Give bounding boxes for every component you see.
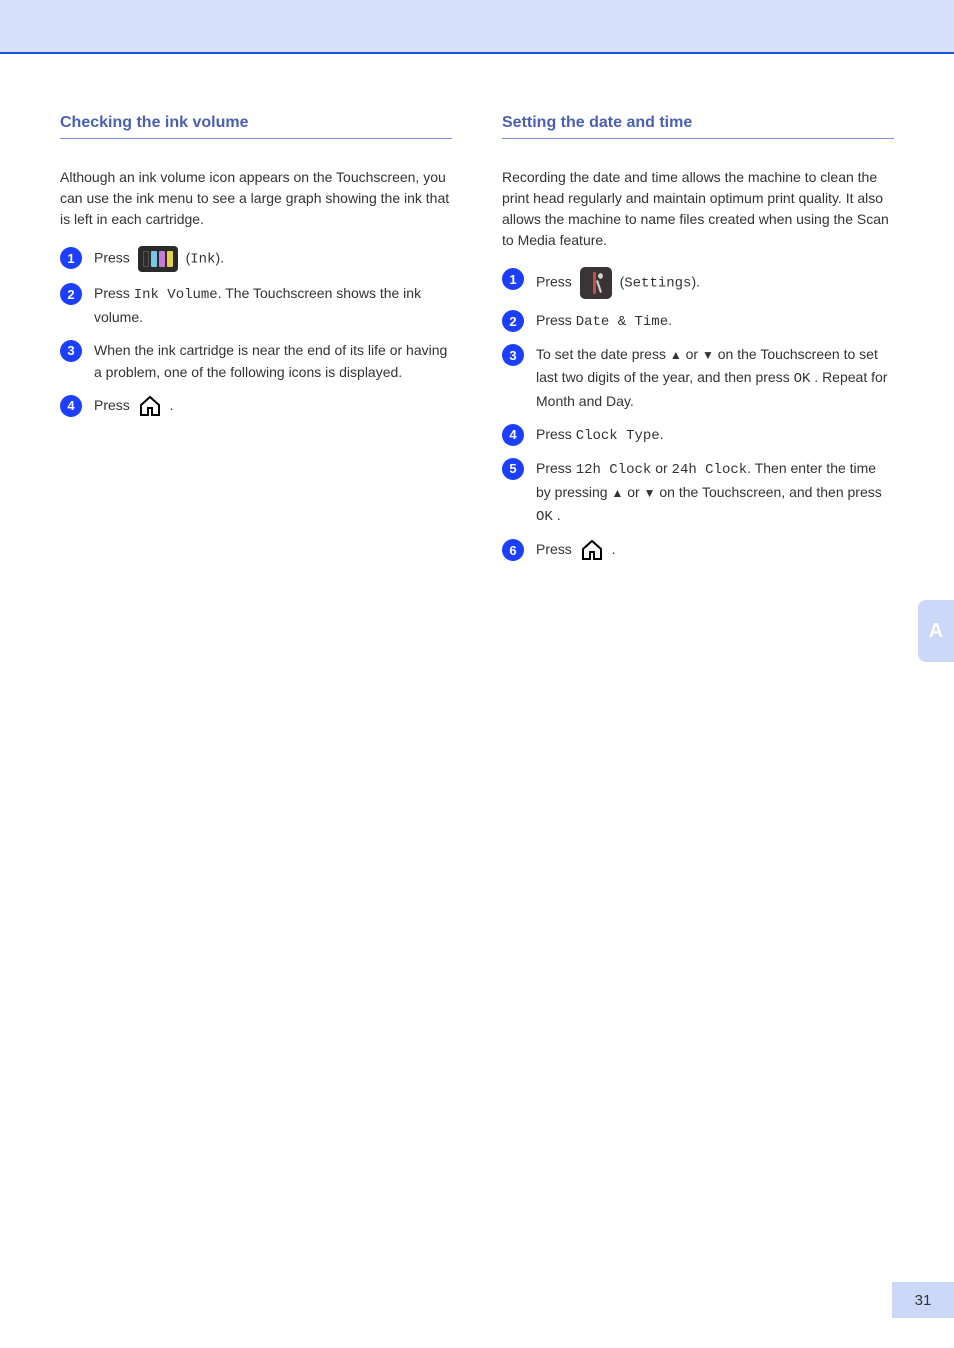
right-step-5: 5 Press 12h Clock or 24h Clock. Then ent… xyxy=(502,457,894,528)
page-number: 31 xyxy=(892,1282,954,1318)
left-step-1: 1 Press (Ink). xyxy=(60,246,452,272)
clock-type-label: Clock Type xyxy=(576,428,660,444)
home-icon xyxy=(138,394,162,418)
step-badge: 2 xyxy=(60,283,82,305)
step-badge: 2 xyxy=(502,310,524,332)
step-body: Press (Ink). xyxy=(94,246,452,272)
step-badge: 1 xyxy=(60,247,82,269)
text4: . xyxy=(557,507,561,523)
down-arrow-icon: ▼ xyxy=(702,348,714,362)
left-step-4: 4 Press . xyxy=(60,394,452,418)
home-icon xyxy=(580,538,604,562)
right-step-2: 2 Press Date & Time. xyxy=(502,309,894,333)
ink-icon xyxy=(138,246,178,272)
step-body: When the ink cartridge is near the end o… xyxy=(94,339,452,384)
right-step-4: 4 Press Clock Type. xyxy=(502,423,894,447)
step-badge: 4 xyxy=(60,395,82,417)
left-step-2: 2 Press Ink Volume. The Touchscreen show… xyxy=(60,282,452,329)
content-columns: Checking the ink volume Although an ink … xyxy=(0,54,954,572)
step-body: Press Clock Type. xyxy=(536,423,894,447)
text: Press xyxy=(536,312,576,328)
step-badge: 6 xyxy=(502,539,524,561)
step-badge: 5 xyxy=(502,458,524,480)
paren-close: ). xyxy=(215,250,224,266)
date-time-label: Date & Time xyxy=(576,314,668,330)
step-badge: 4 xyxy=(502,424,524,446)
step-badge: 3 xyxy=(502,344,524,366)
step-badge: 3 xyxy=(60,340,82,362)
right-lead: Recording the date and time allows the m… xyxy=(502,167,894,251)
chapter-tab: A xyxy=(918,600,954,662)
period: . xyxy=(612,541,616,557)
text: Press xyxy=(536,460,576,476)
text: Press xyxy=(536,274,576,290)
settings-label: Settings xyxy=(624,276,691,292)
left-lead: Although an ink volume icon appears on t… xyxy=(60,167,452,230)
right-column: Setting the date and time Recording the … xyxy=(502,114,894,572)
left-column: Checking the ink volume Although an ink … xyxy=(60,114,452,572)
left-heading: Checking the ink volume xyxy=(60,114,452,132)
opt-12h: 12h Clock xyxy=(576,462,652,478)
right-rule xyxy=(502,138,894,139)
ok-label: OK xyxy=(536,509,553,525)
paren-close: ). xyxy=(691,274,700,290)
step-body: Press 12h Clock or 24h Clock. Then enter… xyxy=(536,457,894,528)
opt-24h: 24h Clock xyxy=(672,462,748,478)
text: Press xyxy=(94,250,134,266)
right-step-1: 1 Press (Settings). xyxy=(502,267,894,299)
tools-icon xyxy=(580,267,612,299)
step-body: Press Date & Time. xyxy=(536,309,894,333)
text: Press xyxy=(536,541,576,557)
text: Press xyxy=(94,397,134,413)
step-body: Press (Settings). xyxy=(536,267,894,299)
step-body: Press . xyxy=(536,538,894,562)
left-rule xyxy=(60,138,452,139)
text3: on the Touchscreen, and then press xyxy=(659,484,881,500)
header-bar xyxy=(0,0,954,54)
step-body: Press . xyxy=(94,394,452,418)
text: Press xyxy=(536,426,576,442)
right-step-6: 6 Press . xyxy=(502,538,894,562)
period: . xyxy=(660,426,664,442)
or: or xyxy=(651,460,671,476)
step-body: Press Ink Volume. The Touchscreen shows … xyxy=(94,282,452,329)
down-arrow-icon: ▼ xyxy=(644,486,656,500)
step-badge: 1 xyxy=(502,268,524,290)
up-arrow-icon: ▲ xyxy=(670,348,682,362)
period: . xyxy=(668,312,672,328)
left-step-3: 3 When the ink cartridge is near the end… xyxy=(60,339,452,384)
ink-volume-label: Ink Volume xyxy=(134,287,218,303)
right-heading: Setting the date and time xyxy=(502,114,894,132)
text: To set the date press xyxy=(536,346,670,362)
ok-label: OK xyxy=(794,371,811,387)
period: . xyxy=(170,397,174,413)
text: Press xyxy=(94,285,134,301)
up-arrow-icon: ▲ xyxy=(611,486,623,500)
right-step-3: 3 To set the date press ▲ or ▼ on the To… xyxy=(502,343,894,412)
ink-label: Ink xyxy=(190,252,215,268)
step-body: To set the date press ▲ or ▼ on the Touc… xyxy=(536,343,894,412)
